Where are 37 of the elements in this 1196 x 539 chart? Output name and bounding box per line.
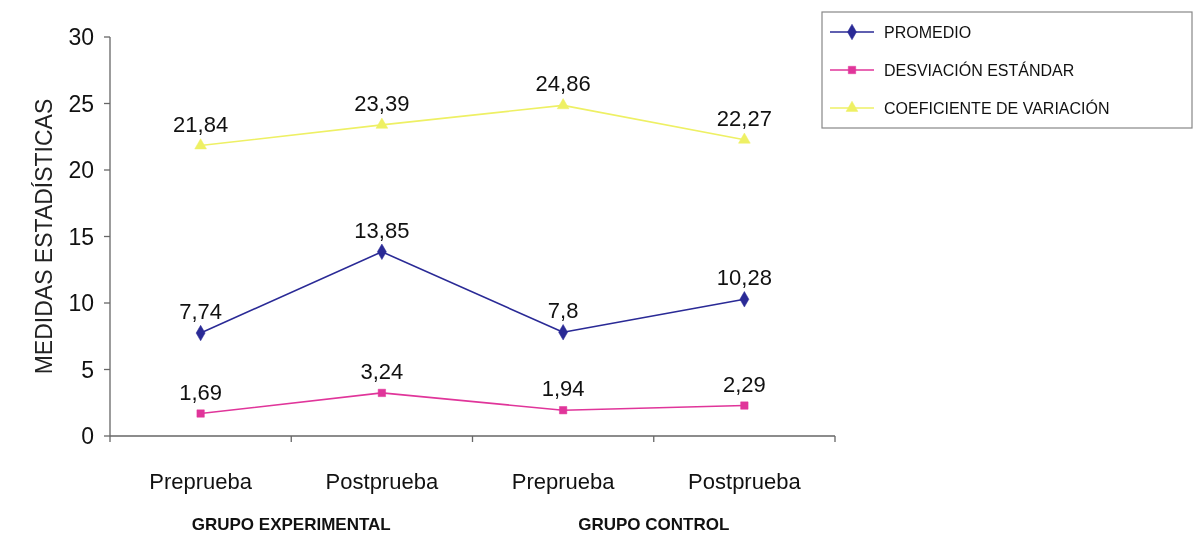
data-label: 3,24 (360, 358, 404, 384)
legend-label: DESVIACIÓN ESTÁNDAR (884, 60, 1075, 79)
point (740, 401, 749, 410)
data-label: 10,28 (716, 265, 772, 291)
x-tick-label: Postprueba (325, 468, 439, 494)
x-tick-label: Postprueba (688, 468, 802, 494)
data-label: 21,84 (173, 111, 229, 137)
x-tick-label: Preprueba (511, 468, 616, 494)
x-tick-label: Preprueba (149, 468, 253, 494)
point (196, 409, 205, 418)
data-label: 2,29 (722, 371, 766, 397)
point (738, 132, 751, 144)
y-tick-label: 5 (81, 356, 94, 383)
data-label: 1,69 (179, 379, 223, 405)
y-tick-label: 10 (68, 290, 94, 317)
data-label: 1,94 (541, 376, 585, 402)
y-tick-label: 25 (68, 90, 94, 117)
y-tick-label: 15 (68, 223, 94, 250)
y-axis-title: MEDIDAS ESTADÍSTICAS (31, 98, 58, 375)
point (559, 406, 568, 415)
legend-label: COEFICIENTE DE VARIACIÓN (884, 98, 1110, 117)
data-label: 7,8 (547, 298, 579, 324)
text: GRUPO EXPERIMENTAL (191, 514, 391, 534)
data-label: 23,39 (354, 90, 410, 116)
text: GRUPO CONTROL (578, 514, 730, 534)
data-label: 13,85 (354, 217, 410, 243)
data-label: 24,86 (535, 71, 591, 97)
point (194, 138, 207, 150)
y-tick-label: 30 (68, 24, 94, 51)
y-tick-label: 20 (68, 157, 94, 184)
y-tick-label: 0 (81, 423, 94, 450)
data-label: 7,74 (179, 299, 223, 325)
point (375, 117, 389, 129)
legend-label: PROMEDIO (884, 23, 972, 41)
point (556, 98, 570, 110)
point (377, 388, 386, 397)
data-label: 22,27 (716, 105, 772, 131)
